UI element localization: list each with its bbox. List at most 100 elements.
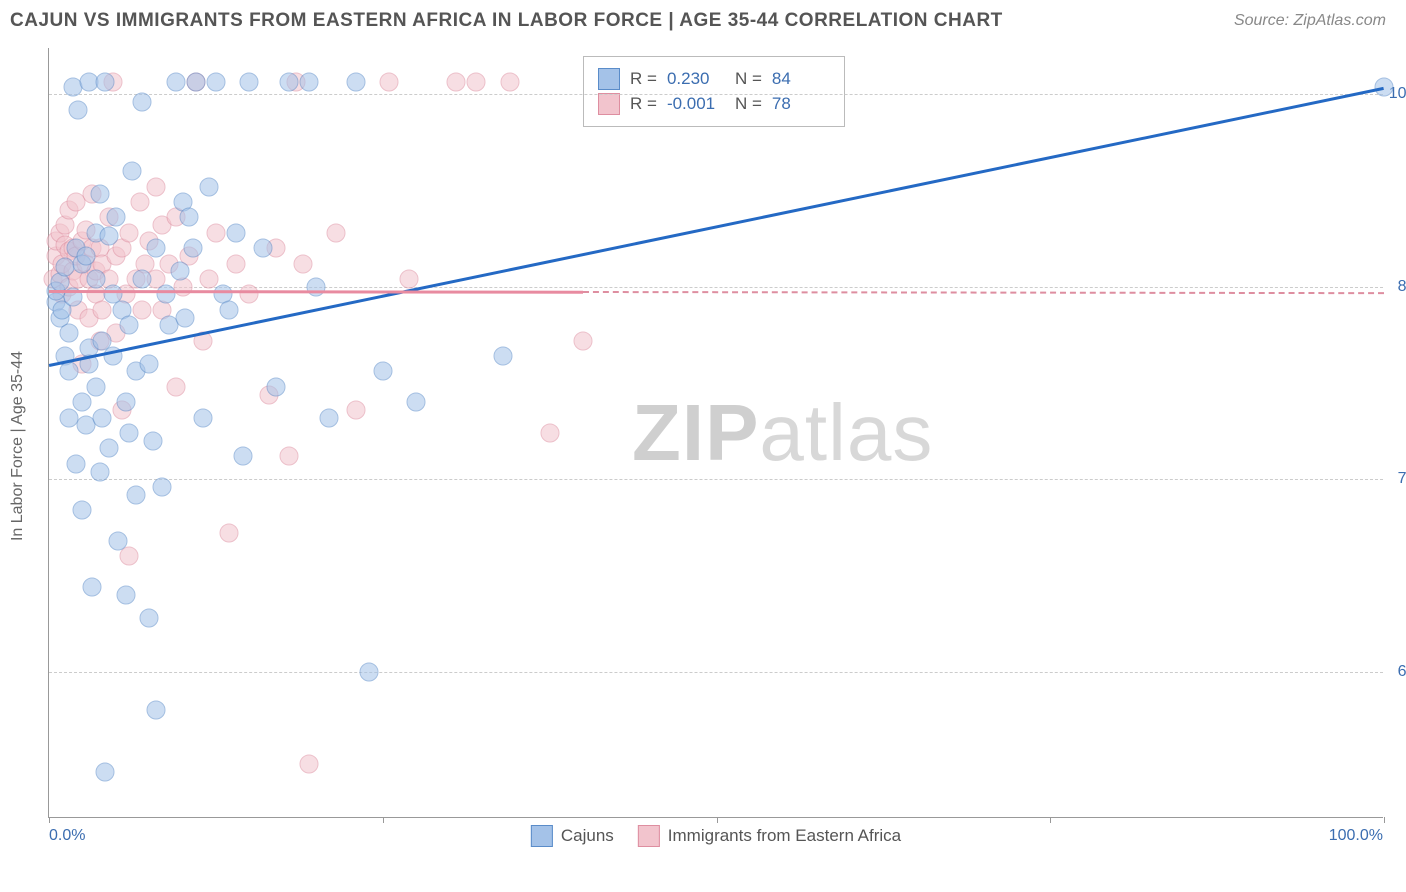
data-point-pink (166, 377, 185, 396)
xtick-label: 100.0% (1329, 827, 1383, 845)
data-point-blue (144, 431, 163, 450)
chart-header: CAJUN VS IMMIGRANTS FROM EASTERN AFRICA … (0, 0, 1406, 40)
data-point-pink (380, 72, 399, 91)
data-point-pink (540, 424, 559, 443)
data-point-pink (133, 300, 152, 319)
data-point-blue (126, 485, 145, 504)
data-point-blue (82, 578, 101, 597)
data-point-blue (233, 447, 252, 466)
y-axis-label: In Labor Force | Age 35-44 (9, 351, 27, 541)
xtick-mark (1050, 817, 1051, 823)
data-point-blue (60, 323, 79, 342)
source-label: Source: ZipAtlas.com (1234, 12, 1386, 30)
data-point-blue (117, 585, 136, 604)
data-point-blue (90, 185, 109, 204)
data-point-blue (146, 239, 165, 258)
data-point-blue (100, 226, 119, 245)
data-point-blue (300, 72, 319, 91)
data-point-blue (320, 408, 339, 427)
xtick-label: 0.0% (49, 827, 85, 845)
data-point-blue (307, 277, 326, 296)
series-legend: Cajuns Immigrants from Eastern Africa (519, 825, 913, 847)
gridline-h (49, 479, 1383, 480)
data-point-pink (120, 547, 139, 566)
xtick-mark (49, 817, 50, 823)
data-point-blue (140, 354, 159, 373)
legend-row-pink: R = -0.001 N = 78 (598, 93, 830, 115)
data-point-blue (73, 393, 92, 412)
swatch-blue (598, 68, 620, 90)
data-point-blue (240, 72, 259, 91)
data-point-blue (253, 239, 272, 258)
trendline-dash-pink (583, 291, 1384, 294)
data-point-pink (280, 447, 299, 466)
data-point-pink (220, 524, 239, 543)
data-point-pink (467, 72, 486, 91)
data-point-pink (327, 223, 346, 242)
trendline-pink (49, 290, 583, 293)
data-point-blue (109, 531, 128, 550)
data-point-blue (120, 424, 139, 443)
swatch-blue (531, 825, 553, 847)
trendline-blue (49, 87, 1385, 367)
data-point-blue (56, 257, 75, 276)
data-point-blue (280, 72, 299, 91)
data-point-blue (122, 162, 141, 181)
data-point-blue (93, 408, 112, 427)
data-point-blue (96, 762, 115, 781)
ytick-label: 87.5% (1398, 278, 1406, 296)
data-point-blue (77, 246, 96, 265)
legend-item-blue: Cajuns (531, 825, 614, 847)
correlation-legend: R = 0.230 N = 84 R = -0.001 N = 78 (583, 56, 845, 127)
data-point-pink (447, 72, 466, 91)
data-point-pink (120, 223, 139, 242)
data-point-blue (117, 393, 136, 412)
ytick-label: 75.0% (1398, 470, 1406, 488)
data-point-blue (186, 72, 205, 91)
data-point-blue (86, 270, 105, 289)
data-point-pink (130, 193, 149, 212)
gridline-h (49, 94, 1383, 95)
legend-row-blue: R = 0.230 N = 84 (598, 68, 830, 90)
data-point-blue (157, 285, 176, 304)
data-point-pink (400, 270, 419, 289)
data-point-blue (140, 608, 159, 627)
data-point-pink (226, 254, 245, 273)
gridline-h (49, 672, 1383, 673)
data-point-blue (90, 462, 109, 481)
xtick-mark (383, 817, 384, 823)
data-point-blue (206, 72, 225, 91)
data-point-blue (146, 701, 165, 720)
data-point-pink (500, 72, 519, 91)
xtick-mark (1384, 817, 1385, 823)
data-point-blue (133, 270, 152, 289)
data-point-pink (574, 331, 593, 350)
data-point-blue (1375, 77, 1394, 96)
data-point-blue (66, 454, 85, 473)
data-point-blue (133, 92, 152, 111)
data-point-blue (266, 377, 285, 396)
data-point-blue (73, 501, 92, 520)
data-point-blue (200, 177, 219, 196)
data-point-blue (347, 72, 366, 91)
data-point-pink (347, 400, 366, 419)
chart-title: CAJUN VS IMMIGRANTS FROM EASTERN AFRICA … (10, 10, 1003, 32)
data-point-blue (86, 377, 105, 396)
data-point-blue (360, 662, 379, 681)
data-point-blue (100, 439, 119, 458)
data-point-blue (170, 262, 189, 281)
data-point-blue (120, 316, 139, 335)
data-point-blue (60, 408, 79, 427)
scatter-chart: ZIPatlas R = 0.230 N = 84 R = -0.001 N =… (48, 48, 1383, 818)
data-point-blue (493, 347, 512, 366)
ytick-label: 62.5% (1398, 663, 1406, 681)
data-point-blue (96, 72, 115, 91)
swatch-pink (598, 93, 620, 115)
data-point-blue (69, 100, 88, 119)
data-point-pink (200, 270, 219, 289)
data-point-blue (184, 239, 203, 258)
legend-item-pink: Immigrants from Eastern Africa (638, 825, 901, 847)
data-point-pink (293, 254, 312, 273)
data-point-blue (106, 208, 125, 227)
data-point-blue (226, 223, 245, 242)
